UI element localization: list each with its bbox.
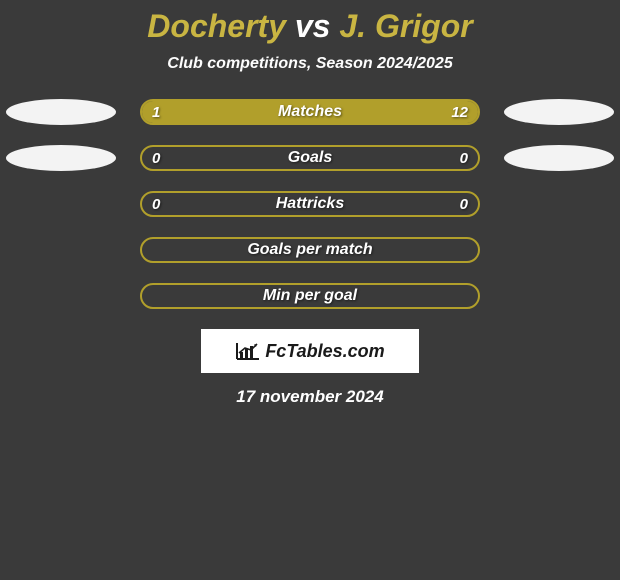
date-label: 17 november 2024 — [0, 387, 620, 407]
stat-bar: Goals per match — [140, 237, 480, 263]
chart-icon — [235, 341, 261, 361]
stat-bar: Min per goal — [140, 283, 480, 309]
stat-row: Goals per match — [0, 237, 620, 263]
player1-marker — [6, 145, 116, 171]
player2-marker — [504, 145, 614, 171]
stat-row: 112Matches — [0, 99, 620, 125]
stat-label: Goals — [142, 147, 478, 169]
stat-label: Min per goal — [142, 285, 478, 307]
stat-bar: 00Hattricks — [140, 191, 480, 217]
vs-label: vs — [295, 8, 331, 44]
player2-marker — [504, 99, 614, 125]
player1-marker — [6, 99, 116, 125]
infographic-container: Docherty vs J. Grigor Club competitions,… — [0, 0, 620, 407]
stat-label: Goals per match — [142, 239, 478, 261]
stat-row: 00Hattricks — [0, 191, 620, 217]
subtitle: Club competitions, Season 2024/2025 — [0, 55, 620, 73]
stat-label: Matches — [142, 101, 478, 123]
stat-bar: 00Goals — [140, 145, 480, 171]
comparison-title: Docherty vs J. Grigor — [0, 8, 620, 45]
stat-bar: 112Matches — [140, 99, 480, 125]
player2-name: J. Grigor — [339, 8, 472, 44]
stat-row: Min per goal — [0, 283, 620, 309]
stat-label: Hattricks — [142, 193, 478, 215]
player1-name: Docherty — [147, 8, 286, 44]
brand-text: FcTables.com — [265, 341, 384, 362]
stat-rows: 112Matches 00Goals 00Hattricks Goals per ma… — [0, 99, 620, 309]
stat-row: 00Goals — [0, 145, 620, 171]
brand-box: FcTables.com — [201, 329, 419, 373]
